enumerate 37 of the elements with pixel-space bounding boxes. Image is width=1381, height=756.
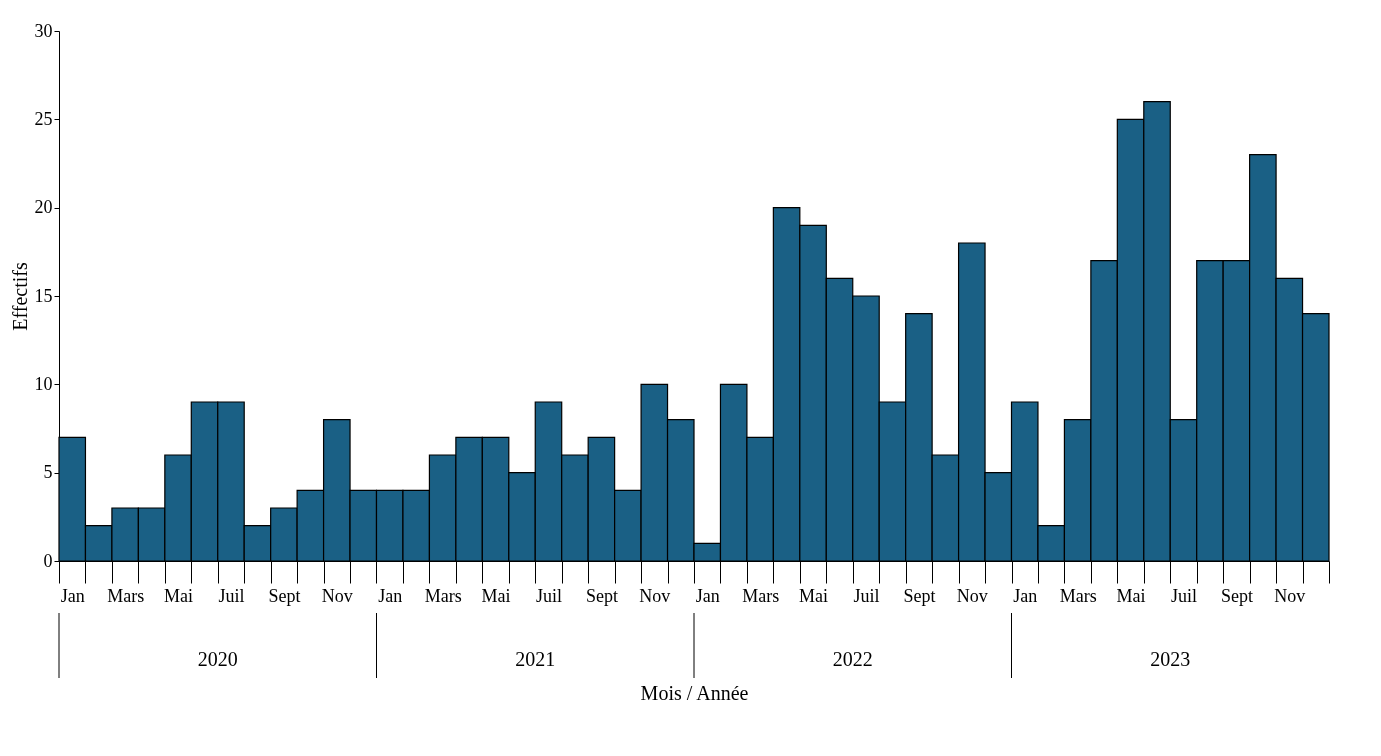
text: 2021: [515, 648, 556, 670]
y-tick-label: 25: [34, 108, 53, 129]
x-tick-label: Mai: [799, 585, 829, 606]
text: 2022: [832, 648, 873, 670]
x-tick-label: Sept: [1220, 585, 1253, 606]
x-tick-label: Mars: [107, 585, 145, 606]
x-tick-label: Jan: [1013, 585, 1038, 606]
x-tick-label: Nov: [639, 585, 671, 606]
text: 2020: [197, 648, 238, 670]
x-axis-title: Mois / Année: [640, 681, 749, 704]
x-tick-label: Mars: [424, 585, 462, 606]
x-tick-label: Sept: [903, 585, 936, 606]
y-axis-title: Effectifs: [8, 262, 31, 331]
x-tick-label: Mai: [1116, 585, 1146, 606]
x-tick-label: Nov: [321, 585, 353, 606]
text: 2023: [1150, 648, 1191, 670]
x-tick-label: Nov: [956, 585, 988, 606]
y-tick-label: 15: [34, 285, 53, 306]
x-tick-label: Juil: [535, 585, 562, 606]
y-tick-label: 20: [34, 197, 53, 218]
x-tick-label: Sept: [268, 585, 301, 606]
x-tick-label: Mai: [481, 585, 511, 606]
x-tick-label: Mai: [164, 585, 194, 606]
x-tick-label: Nov: [1274, 585, 1306, 606]
x-tick-label: Sept: [585, 585, 618, 606]
y-tick-label: 30: [34, 20, 53, 41]
y-tick-label: 10: [34, 373, 53, 394]
x-tick-label: Mars: [742, 585, 780, 606]
x-tick-label: Juil: [218, 585, 245, 606]
x-tick-label: Juil: [853, 585, 880, 606]
y-tick-label: 5: [43, 462, 53, 483]
x-tick-label: Jan: [60, 585, 85, 606]
x-tick-label: Mars: [1059, 585, 1097, 606]
x-tick-label: Jan: [378, 585, 403, 606]
x-tick-label: Juil: [1170, 585, 1197, 606]
y-tick-label: 0: [43, 550, 53, 571]
x-tick-label: Jan: [695, 585, 720, 606]
